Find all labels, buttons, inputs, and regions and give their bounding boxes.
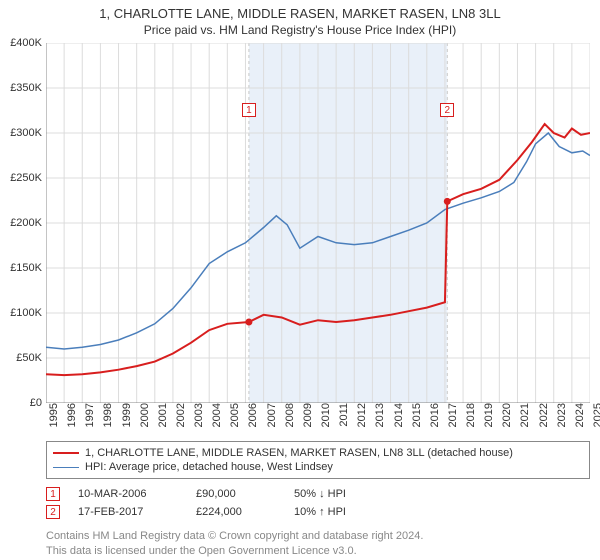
x-tick-label: 2012 xyxy=(354,403,368,427)
y-tick-label: £300K xyxy=(10,127,46,139)
footer-line-1: Contains HM Land Registry data © Crown c… xyxy=(46,529,590,544)
x-tick-label: 2016 xyxy=(427,403,441,427)
event-date: 17-FEB-2017 xyxy=(78,506,178,518)
y-tick-label: £100K xyxy=(10,307,46,319)
legend-item: HPI: Average price, detached house, West… xyxy=(53,460,583,474)
event-table: 1 10-MAR-2006 £90,000 50% ↓ HPI 2 17-FEB-2017… xyxy=(46,485,590,521)
x-tick-label: 1997 xyxy=(82,403,96,427)
x-tick-label: 2004 xyxy=(209,403,223,427)
event-marker-icon: 2 xyxy=(46,505,60,519)
x-tick-label: 1996 xyxy=(64,403,78,427)
x-tick-label: 2011 xyxy=(336,403,350,427)
chart-area: £0£50K£100K£150K£200K£250K£300K£350K£400… xyxy=(46,43,590,403)
footer-line-2: This data is licensed under the Open Gov… xyxy=(46,544,590,559)
event-percent: 10% ↑ HPI xyxy=(294,506,404,518)
event-dot xyxy=(245,319,252,326)
y-tick-label: £350K xyxy=(10,82,46,94)
event-row: 1 10-MAR-2006 £90,000 50% ↓ HPI xyxy=(46,485,590,503)
legend-swatch xyxy=(53,467,79,468)
x-tick-label: 2003 xyxy=(191,403,205,427)
y-tick-label: £0 xyxy=(30,397,46,409)
x-tick-label: 2008 xyxy=(282,403,296,427)
attribution-footer: Contains HM Land Registry data © Crown c… xyxy=(46,529,590,559)
x-tick-label: 2013 xyxy=(372,403,386,427)
legend-swatch xyxy=(53,452,79,454)
legend-item: 1, CHARLOTTE LANE, MIDDLE RASEN, MARKET … xyxy=(53,446,583,460)
x-tick-label: 1999 xyxy=(119,403,133,427)
x-tick-label: 2015 xyxy=(409,403,423,427)
y-tick-label: £400K xyxy=(10,37,46,49)
x-tick-label: 2006 xyxy=(245,403,259,427)
chart-title: 1, CHARLOTTE LANE, MIDDLE RASEN, MARKET … xyxy=(10,6,590,21)
y-tick-label: £200K xyxy=(10,217,46,229)
x-tick-label: 2025 xyxy=(590,403,600,427)
x-tick-label: 2021 xyxy=(517,403,531,427)
event-marker: 1 xyxy=(242,103,256,117)
x-tick-label: 2018 xyxy=(463,403,477,427)
legend-label: HPI: Average price, detached house, West… xyxy=(85,461,333,473)
chart-title-block: 1, CHARLOTTE LANE, MIDDLE RASEN, MARKET … xyxy=(0,0,600,39)
y-tick-label: £50K xyxy=(16,352,46,364)
x-tick-label: 2020 xyxy=(499,403,513,427)
x-tick-label: 2019 xyxy=(481,403,495,427)
y-tick-label: £250K xyxy=(10,172,46,184)
event-percent: 50% ↓ HPI xyxy=(294,488,404,500)
x-tick-label: 2010 xyxy=(318,403,332,427)
legend: 1, CHARLOTTE LANE, MIDDLE RASEN, MARKET … xyxy=(46,441,590,479)
x-tick-label: 2017 xyxy=(445,403,459,427)
event-row: 2 17-FEB-2017 £224,000 10% ↑ HPI xyxy=(46,503,590,521)
x-tick-label: 1998 xyxy=(100,403,114,427)
x-tick-label: 2022 xyxy=(536,403,550,427)
x-tick-label: 2009 xyxy=(300,403,314,427)
event-dot xyxy=(444,198,451,205)
x-tick-label: 2001 xyxy=(155,403,169,427)
event-date: 10-MAR-2006 xyxy=(78,488,178,500)
y-tick-label: £150K xyxy=(10,262,46,274)
chart-svg xyxy=(46,43,590,403)
x-tick-label: 1995 xyxy=(46,403,60,427)
x-tick-label: 2014 xyxy=(391,403,405,427)
chart-subtitle: Price paid vs. HM Land Registry's House … xyxy=(10,23,590,37)
legend-label: 1, CHARLOTTE LANE, MIDDLE RASEN, MARKET … xyxy=(85,447,513,459)
x-tick-label: 2024 xyxy=(572,403,586,427)
x-tick-label: 2023 xyxy=(554,403,568,427)
x-tick-label: 2002 xyxy=(173,403,187,427)
x-tick-label: 2000 xyxy=(137,403,151,427)
x-tick-label: 2007 xyxy=(264,403,278,427)
event-marker-icon: 1 xyxy=(46,487,60,501)
event-price: £90,000 xyxy=(196,488,276,500)
event-price: £224,000 xyxy=(196,506,276,518)
x-tick-label: 2005 xyxy=(227,403,241,427)
event-marker: 2 xyxy=(440,103,454,117)
